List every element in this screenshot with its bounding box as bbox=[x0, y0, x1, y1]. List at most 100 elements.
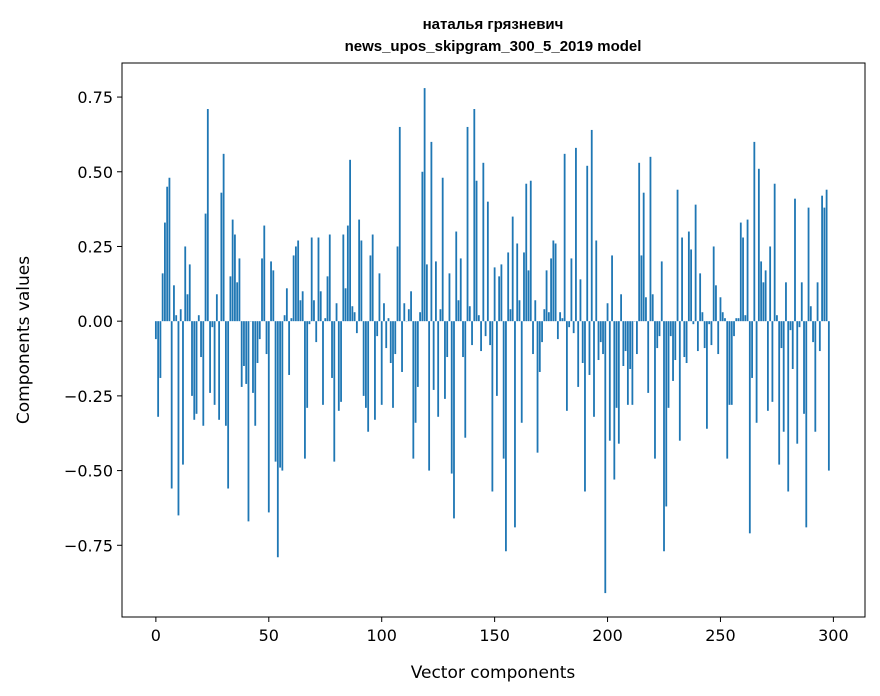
bar-component-184 bbox=[570, 258, 573, 322]
bar-component-107 bbox=[396, 246, 399, 322]
bar-component-13 bbox=[184, 246, 187, 322]
bar-component-245 bbox=[708, 321, 711, 325]
bar-component-243 bbox=[703, 321, 706, 349]
y-tick-label: 0.50 bbox=[77, 163, 113, 182]
bar-component-258 bbox=[737, 318, 740, 322]
bar-component-215 bbox=[640, 255, 643, 322]
bar-component-5 bbox=[166, 186, 169, 322]
bar-component-106 bbox=[394, 321, 397, 355]
bar-component-78 bbox=[331, 321, 333, 378]
bar-component-1 bbox=[157, 321, 160, 417]
bar-component-221 bbox=[654, 321, 656, 459]
bar-component-149 bbox=[491, 321, 494, 492]
bar-component-148 bbox=[489, 321, 492, 346]
bar-component-205 bbox=[617, 321, 620, 444]
bar-component-143 bbox=[477, 315, 480, 322]
bar-component-65 bbox=[301, 291, 304, 322]
bar-component-185 bbox=[572, 321, 575, 334]
bar-component-176 bbox=[552, 240, 555, 322]
bar-component-48 bbox=[263, 225, 266, 322]
bar-component-8 bbox=[173, 285, 175, 322]
bar-component-36 bbox=[236, 282, 239, 322]
bar-component-225 bbox=[663, 321, 665, 552]
bar-component-24 bbox=[209, 321, 211, 393]
bar-component-167 bbox=[532, 321, 534, 355]
bar-component-227 bbox=[667, 321, 670, 408]
bar-component-172 bbox=[543, 309, 546, 322]
bar-component-45 bbox=[256, 321, 259, 364]
bar-component-263 bbox=[748, 321, 751, 534]
bar-component-242 bbox=[701, 312, 704, 322]
bar-component-152 bbox=[498, 276, 501, 322]
bar-component-57 bbox=[283, 315, 286, 322]
bar-component-128 bbox=[444, 321, 446, 399]
bar-component-90 bbox=[358, 219, 361, 322]
bar-component-220 bbox=[651, 294, 654, 322]
bar-component-43 bbox=[252, 321, 254, 393]
bar-component-191 bbox=[586, 165, 589, 322]
bar-component-294 bbox=[818, 321, 821, 352]
bar-component-27 bbox=[215, 294, 218, 322]
y-tick-label: 0.00 bbox=[77, 312, 113, 331]
bar-component-257 bbox=[735, 318, 738, 322]
y-tick-label: −0.50 bbox=[64, 462, 113, 481]
bar-component-155 bbox=[505, 321, 507, 552]
bar-component-60 bbox=[290, 318, 293, 322]
bar-component-114 bbox=[412, 321, 415, 459]
bar-component-272 bbox=[769, 246, 772, 322]
bar-component-200 bbox=[606, 303, 609, 322]
bar-component-224 bbox=[660, 261, 663, 322]
bar-component-10 bbox=[177, 321, 180, 516]
bar-component-233 bbox=[681, 237, 683, 322]
bar-component-77 bbox=[328, 234, 331, 322]
bar-component-274 bbox=[773, 183, 776, 322]
bar-component-125 bbox=[437, 321, 440, 417]
bar-component-150 bbox=[493, 267, 496, 322]
bar-component-6 bbox=[168, 177, 171, 322]
bar-component-295 bbox=[821, 195, 823, 322]
bar-component-208 bbox=[624, 321, 627, 352]
bar-component-218 bbox=[647, 321, 650, 393]
bar-component-147 bbox=[486, 201, 489, 322]
bar-component-247 bbox=[712, 246, 715, 322]
bar-component-26 bbox=[213, 321, 216, 405]
plot-frame bbox=[121, 62, 866, 618]
bar-component-132 bbox=[453, 321, 455, 519]
bar-component-253 bbox=[726, 321, 729, 459]
bar-component-168 bbox=[534, 300, 537, 322]
bar-component-183 bbox=[568, 321, 571, 328]
bar-component-11 bbox=[179, 309, 182, 322]
x-tick-label: 100 bbox=[366, 626, 397, 645]
bar-component-275 bbox=[776, 315, 778, 322]
bar-component-165 bbox=[527, 270, 530, 322]
bar-component-192 bbox=[588, 321, 591, 375]
bar-component-264 bbox=[751, 321, 753, 378]
bar-component-177 bbox=[554, 243, 557, 322]
bar-component-80 bbox=[335, 303, 338, 322]
bar-component-104 bbox=[389, 321, 392, 364]
bar-component-16 bbox=[191, 321, 193, 396]
bar-component-33 bbox=[229, 276, 232, 322]
bar-component-292 bbox=[814, 321, 817, 432]
bar-component-40 bbox=[245, 321, 248, 384]
bar-component-115 bbox=[414, 321, 417, 423]
bar-component-97 bbox=[374, 321, 376, 420]
bar-component-151 bbox=[495, 321, 498, 396]
bar-component-178 bbox=[556, 321, 559, 340]
bar-component-288 bbox=[805, 321, 808, 528]
bar-component-2 bbox=[159, 321, 162, 378]
bar-component-22 bbox=[204, 213, 207, 322]
bar-component-232 bbox=[678, 321, 681, 441]
bar-component-3 bbox=[161, 273, 164, 322]
bar-component-52 bbox=[272, 270, 275, 322]
bar-component-246 bbox=[710, 321, 713, 346]
bar-component-188 bbox=[579, 279, 582, 322]
bar-component-296 bbox=[823, 207, 826, 322]
bar-component-231 bbox=[676, 189, 679, 322]
bar-component-271 bbox=[766, 321, 769, 411]
bar-component-279 bbox=[785, 282, 787, 322]
bar-component-81 bbox=[337, 321, 340, 411]
bar-component-249 bbox=[717, 321, 720, 355]
bar-component-59 bbox=[288, 321, 291, 375]
bar-component-89 bbox=[355, 321, 358, 334]
